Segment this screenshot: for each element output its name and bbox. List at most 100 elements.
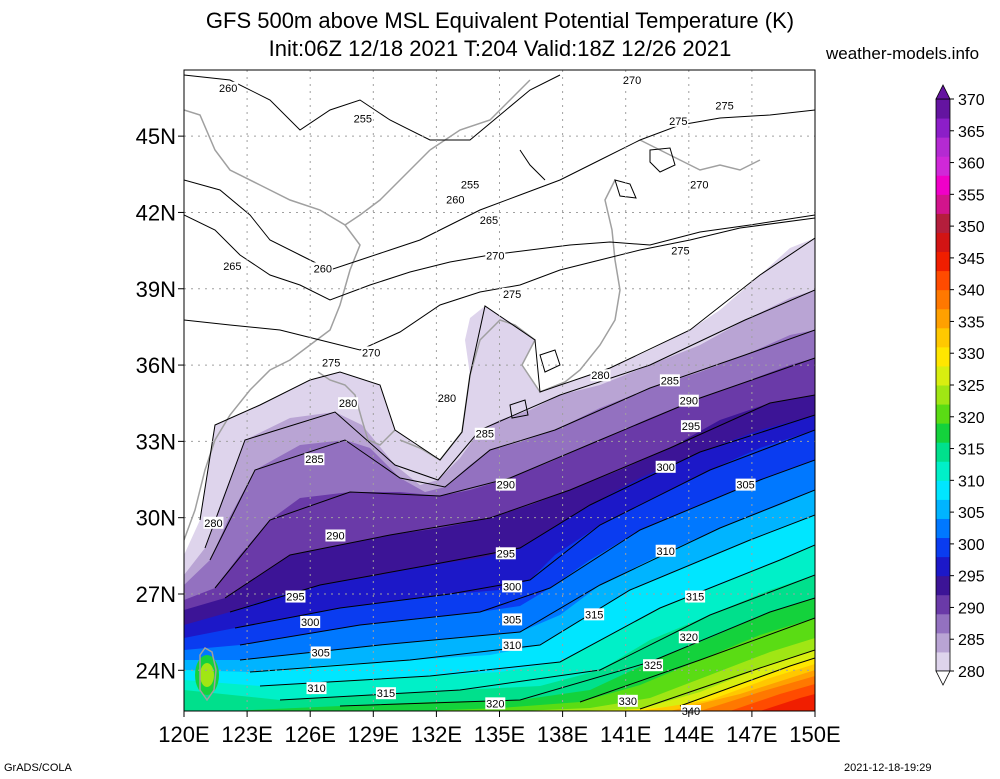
- colorbar-tick-label: 285: [958, 632, 985, 649]
- colorbar-swatch: [936, 232, 950, 253]
- contour-label: 290: [680, 396, 698, 408]
- contour-label: 285: [305, 454, 323, 466]
- lon-tick-label: 135E: [474, 722, 525, 747]
- contour-label: 310: [307, 683, 325, 695]
- contour-label-box: [714, 99, 735, 112]
- contour-label-box: [485, 249, 506, 262]
- contour-label: 255: [354, 113, 372, 125]
- contour-label-box: [460, 178, 481, 191]
- contour-label-box: [218, 81, 239, 94]
- contour-label-box: [678, 631, 699, 644]
- lat-tick-label: 30N: [136, 506, 176, 531]
- colorbar-tick-label: 280: [958, 664, 985, 681]
- contour-label-box: [312, 262, 333, 275]
- colorbar-tick-label: 315: [958, 442, 985, 459]
- contour-label: 275: [669, 116, 687, 128]
- contour-label-box: [735, 478, 756, 491]
- contour-label: 320: [680, 632, 698, 644]
- colorbar-swatch: [936, 537, 950, 558]
- contour-label-box: [485, 697, 506, 710]
- lon-tick-label: 123E: [221, 722, 272, 747]
- colorbar-swatch: [936, 423, 950, 443]
- contour-label-box: [617, 694, 638, 707]
- contour-label: 320: [486, 698, 504, 710]
- contour-label-box: [622, 74, 643, 87]
- contour-label-box: [495, 547, 516, 560]
- lon-tick-label: 126E: [285, 722, 336, 747]
- contour-label-box: [361, 346, 382, 359]
- contour-label: 265: [223, 261, 241, 273]
- contour-label: 295: [682, 421, 700, 433]
- contour-label-box: [655, 460, 676, 473]
- contour-label: 310: [503, 640, 521, 652]
- band-385: [760, 694, 815, 711]
- contour-label-box: [685, 590, 706, 603]
- contour-label: 270: [486, 251, 504, 263]
- colorbar-tick-label: 340: [958, 283, 985, 300]
- contour-label: 280: [438, 393, 456, 405]
- colorbar-swatch: [936, 365, 950, 386]
- colorbar-swatch: [936, 270, 950, 291]
- colorbar-swatch: [936, 137, 950, 157]
- contour-label: 280: [339, 398, 357, 410]
- software-credit: GrADS/COLA: [4, 762, 72, 774]
- contour-label-box: [300, 615, 321, 628]
- contour-label-box: [502, 638, 523, 651]
- colorbar-tick-label: 325: [958, 378, 985, 395]
- contour-label: 290: [326, 530, 344, 542]
- contour-label: 285: [476, 429, 494, 441]
- contour-label-box: [680, 420, 701, 433]
- contour-label: 275: [503, 289, 521, 301]
- colorbar-min-arrow: [935, 670, 951, 686]
- colorbar-swatch: [936, 213, 950, 233]
- contour-label-box: [584, 608, 605, 621]
- contour-label: 275: [715, 101, 733, 113]
- lat-tick-label: 36N: [136, 353, 176, 378]
- contour-label-box: [655, 544, 676, 557]
- contour-label-box: [222, 259, 243, 272]
- colorbar-swatch: [936, 99, 950, 119]
- contour-label-box: [478, 214, 499, 227]
- colorbar-tick-label: 350: [958, 219, 985, 236]
- map-subtitle: Init:06Z 12/18 2021 T:204 Valid:18Z 12/2…: [268, 36, 732, 61]
- contour-label: 295: [497, 548, 515, 560]
- contour-label: 260: [314, 263, 332, 275]
- colorbar-swatch: [936, 289, 950, 310]
- contour-label-box: [338, 397, 359, 410]
- contour-label: 300: [503, 581, 521, 593]
- colorbar-max-arrow: [935, 84, 951, 100]
- colorbar-swatch: [936, 461, 950, 481]
- colorbar-swatch: [936, 651, 950, 672]
- contour-label: 315: [585, 609, 603, 621]
- contour-label-box: [474, 427, 495, 440]
- lon-tick-label: 129E: [348, 722, 399, 747]
- colorbar-swatch: [936, 480, 950, 500]
- lon-tick-label: 147E: [726, 722, 777, 747]
- colorbar-tick-label: 360: [958, 156, 985, 173]
- lon-tick-label: 132E: [411, 722, 462, 747]
- contour-label: 290: [497, 480, 515, 492]
- contour-label: 260: [446, 195, 464, 207]
- colorbar-swatch: [936, 327, 950, 348]
- colorbar-tick-label: 295: [958, 569, 985, 586]
- lon-tick-label: 141E: [600, 722, 651, 747]
- contour-label-box: [502, 287, 523, 300]
- colorbar-swatch: [936, 385, 950, 405]
- contour-label-box: [375, 687, 396, 700]
- contour-label-box: [325, 529, 346, 542]
- contour-label-box: [502, 613, 523, 626]
- colorbar-swatch: [936, 194, 950, 214]
- contour-label-box: [678, 394, 699, 407]
- colorbar-swatch: [936, 442, 950, 462]
- colorbar-tick-label: 355: [958, 187, 985, 204]
- contour-label: 270: [623, 75, 641, 87]
- generation-timestamp: 2021-12-18-19:29: [844, 762, 932, 774]
- gridlines: [184, 70, 815, 711]
- contour-label-box: [321, 356, 342, 369]
- contour-label: 255: [461, 179, 479, 191]
- map-title: GFS 500m above MSL Equivalent Potential …: [205, 8, 795, 33]
- contour-label: 270: [690, 179, 708, 191]
- contour-label-box: [285, 590, 306, 603]
- contour-label-box: [310, 646, 331, 659]
- contour-label: 270: [362, 347, 380, 359]
